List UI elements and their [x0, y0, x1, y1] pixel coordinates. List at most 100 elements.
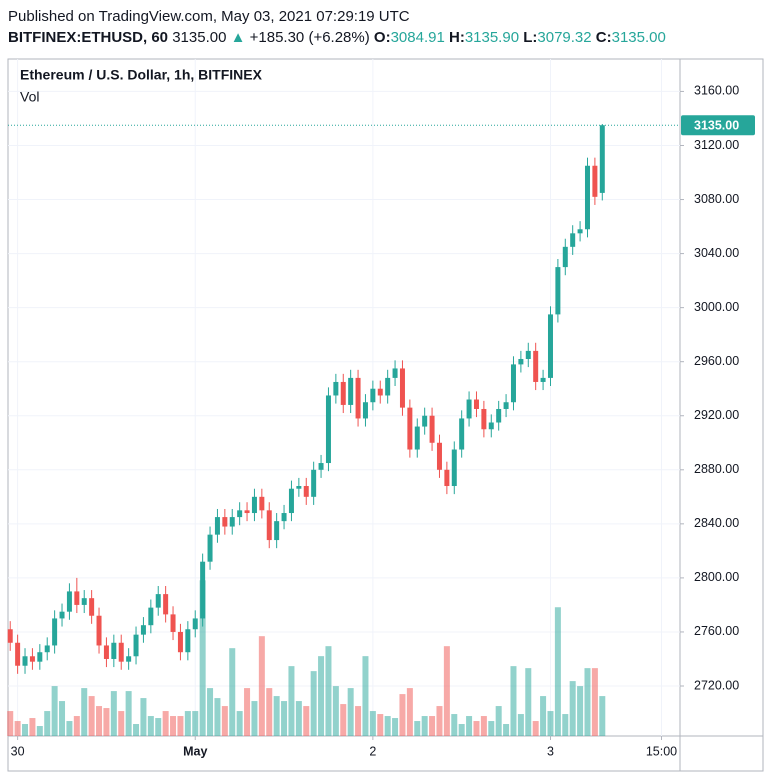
candle-body	[66, 591, 72, 612]
published: Published on TradingView.com, May 03, 20…	[8, 8, 410, 25]
volume-bar	[118, 711, 125, 736]
candle-body	[163, 594, 169, 615]
volume-bar	[399, 694, 406, 736]
y-tick-label: 3120.00	[694, 138, 739, 152]
candle-body	[266, 510, 272, 541]
ohlc-row: BITFINEX:ETHUSD, 60 3135.00 ▲ +185.30 (+…	[8, 27, 666, 48]
volume-bar	[29, 718, 36, 736]
candle-body	[237, 510, 243, 518]
candle-body	[362, 402, 368, 419]
volume-bar	[214, 698, 221, 736]
candle-body	[540, 377, 546, 382]
candle-body	[133, 634, 139, 657]
candle-body	[177, 631, 183, 653]
volume-bar	[288, 666, 295, 736]
volume-bar	[562, 714, 569, 736]
volume-bar	[591, 668, 598, 736]
volume-bar	[103, 708, 110, 736]
candle-body	[303, 486, 309, 497]
volume-bar	[503, 724, 510, 736]
volume-bar	[554, 607, 561, 736]
candle-body	[207, 534, 213, 562]
volume-bar	[532, 721, 539, 736]
up-arrow: ▲	[230, 29, 246, 46]
volume-bar	[66, 721, 73, 736]
x-tick-label: 15:00	[646, 744, 677, 758]
candle-body	[466, 399, 472, 419]
y-tick-label: 3080.00	[694, 192, 739, 206]
candle-body	[74, 591, 80, 605]
candle-body	[155, 594, 161, 608]
last-price-tag	[681, 115, 755, 136]
y-tick-label: 3040.00	[694, 246, 739, 260]
candle-body	[281, 513, 287, 522]
c-label: C:	[595, 29, 612, 46]
change: +185.30 (+6.28%)	[249, 29, 370, 46]
candle-body	[377, 388, 383, 396]
candle-body	[311, 469, 317, 497]
volume-bar	[36, 726, 43, 736]
candle-body	[444, 469, 450, 487]
candle-body	[355, 377, 361, 419]
volume-bar	[110, 691, 117, 736]
candle-body	[399, 368, 405, 408]
volume-bar	[192, 711, 199, 736]
y-tick-label: 2760.00	[694, 624, 739, 638]
candle-body	[473, 399, 479, 409]
y-tick-label: 3000.00	[694, 300, 739, 314]
volume-bar	[443, 646, 450, 736]
candle-body	[496, 408, 502, 423]
header: Published on TradingView.com, May 03, 20…	[8, 6, 666, 48]
candle-body	[547, 314, 553, 378]
volume-bar	[73, 716, 80, 736]
candle-body	[518, 358, 524, 365]
candle-body	[562, 246, 568, 268]
volume-bar	[310, 671, 317, 736]
candle-body	[407, 407, 413, 450]
candle-body	[422, 415, 428, 427]
candle-body	[59, 611, 65, 619]
candle-body	[414, 426, 420, 450]
candle-body	[44, 645, 50, 653]
volume-bar	[59, 701, 66, 736]
volume-bar	[236, 711, 243, 736]
h-value: 3135.90	[464, 29, 520, 46]
candle-body	[451, 449, 457, 487]
candle-body	[510, 364, 516, 403]
candle-body	[37, 652, 43, 662]
candle-body	[577, 229, 583, 234]
candle-body	[170, 614, 176, 632]
candle-body	[525, 350, 531, 359]
volume-bar	[318, 656, 325, 736]
volume-bar	[184, 711, 191, 736]
candle-body	[599, 125, 605, 193]
candle-body	[274, 521, 280, 541]
price: 3135.00	[172, 29, 227, 46]
candle-body	[81, 598, 87, 605]
volume-bar	[266, 688, 273, 736]
y-tick-label: 2840.00	[694, 516, 739, 530]
candle-body	[96, 615, 102, 646]
volume-bar	[332, 686, 339, 736]
volume-bar	[458, 724, 465, 736]
volume-bar	[199, 580, 206, 736]
volume-bar	[229, 648, 236, 736]
volume-bar	[303, 706, 310, 736]
legend-title: Ethereum / U.S. Dollar, 1h, BITFINEX	[20, 67, 263, 83]
last-price-label: 3135.00	[694, 119, 739, 133]
volume-bar	[221, 706, 228, 736]
candle-body	[229, 517, 235, 527]
volume-bar	[44, 711, 51, 736]
volume-bar	[421, 716, 428, 736]
volume-bar	[258, 636, 265, 736]
candle-body	[429, 415, 435, 443]
volume-bar	[547, 711, 554, 736]
volume-bar	[392, 718, 399, 736]
candle-body	[584, 165, 590, 230]
candle-body	[570, 233, 576, 247]
volume-bar	[584, 668, 591, 736]
volume-bar	[125, 691, 132, 736]
candle-body	[592, 165, 598, 197]
